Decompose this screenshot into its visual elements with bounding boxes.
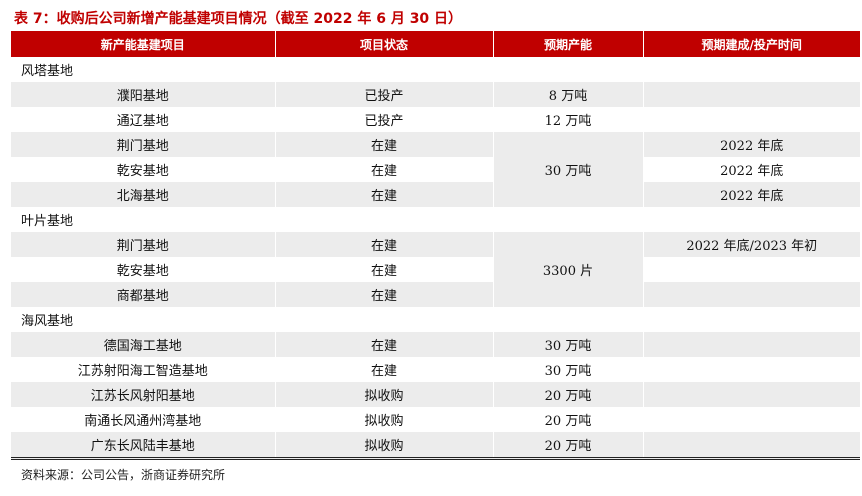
table-row: 通辽基地 已投产 12 万吨 bbox=[11, 107, 860, 132]
time-cell bbox=[643, 357, 860, 382]
status-cell: 在建 bbox=[275, 357, 494, 382]
section-label: 风塔基地 bbox=[21, 64, 74, 79]
project-cell: 乾安基地 bbox=[11, 157, 276, 182]
table-row: 乾安基地 在建 2022 年底 bbox=[11, 157, 860, 182]
status-cell: 已投产 bbox=[275, 82, 494, 107]
time-cell: 2022 年底 bbox=[720, 164, 784, 179]
section-row: 风塔基地 bbox=[11, 57, 860, 82]
table-row: 广东长风陆丰基地 拟收购 20 万吨 bbox=[11, 432, 860, 460]
project-cell: 濮阳基地 bbox=[11, 82, 276, 107]
table-row: 北海基地 在建 2022 年底 bbox=[11, 182, 860, 207]
status-cell: 已投产 bbox=[275, 107, 494, 132]
table-row: 江苏长风射阳基地 拟收购 20 万吨 bbox=[11, 382, 860, 407]
time-cell: 2022 年底 bbox=[643, 132, 860, 157]
header-time: 预期建成/投产时间 bbox=[643, 31, 860, 57]
time-cell bbox=[643, 407, 860, 432]
project-cell: 通辽基地 bbox=[11, 107, 276, 132]
header-status: 项目状态 bbox=[275, 31, 494, 57]
project-cell: 江苏射阳海工智造基地 bbox=[11, 357, 276, 382]
capacity-cell-merged: 3300 片 bbox=[493, 232, 644, 307]
project-cell: 乾安基地 bbox=[11, 257, 276, 282]
capacity-cell-merged: 30 万吨 bbox=[493, 132, 644, 207]
project-cell: 江苏长风射阳基地 bbox=[11, 382, 276, 407]
time-cell bbox=[643, 382, 860, 407]
project-cell: 广东长风陆丰基地 bbox=[11, 432, 276, 460]
time-cell: 2022 年底 bbox=[643, 182, 860, 207]
project-cell: 北海基地 bbox=[11, 182, 276, 207]
table-row: 荆门基地 在建 3300 片 2022 年底/2023 年初 bbox=[11, 232, 860, 307]
status-cell: 在建 bbox=[275, 157, 494, 182]
project-cell: 商都基地 bbox=[11, 282, 276, 307]
source-note: 资料来源：公司公告，浙商证券研究所 bbox=[21, 468, 226, 482]
capacity-cell: 30 万吨 bbox=[493, 332, 644, 357]
status-cell: 拟收购 bbox=[275, 407, 494, 432]
project-cell: 荆门基地 bbox=[11, 132, 276, 157]
status-cell: 在建 bbox=[275, 132, 494, 157]
time-cell bbox=[643, 107, 860, 132]
project-cell: 南通长风通州湾基地 bbox=[11, 407, 276, 432]
status-cell: 拟收购 bbox=[275, 432, 494, 460]
section-row: 叶片基地 bbox=[11, 207, 860, 232]
table-row: 江苏射阳海工智造基地 在建 30 万吨 bbox=[11, 357, 860, 382]
status-cell: 在建 bbox=[275, 332, 494, 357]
header-capacity: 预期产能 bbox=[493, 31, 644, 57]
table-row: 德国海工基地 在建 30 万吨 bbox=[11, 332, 860, 357]
capacity-cell: 20 万吨 bbox=[493, 432, 644, 460]
time-cell bbox=[643, 432, 860, 460]
table-row: 荆门基地 在建 30 万吨 2022 年底 bbox=[11, 132, 860, 207]
header-row: 新产能基建项目 项目状态 预期产能 预期建成/投产时间 bbox=[11, 31, 860, 57]
time-cell bbox=[643, 332, 860, 357]
table-row: 乾安基地 在建 bbox=[11, 257, 860, 282]
table-title: 表 7：收购后公司新增产能基建项目情况（截至 2022 年 6 月 30 日） bbox=[14, 11, 463, 27]
status-cell: 在建 bbox=[275, 282, 494, 307]
capacity-cell: 20 万吨 bbox=[493, 382, 644, 407]
section-row: 海风基地 bbox=[11, 307, 860, 332]
status-cell: 在建 bbox=[275, 232, 494, 257]
status-cell: 拟收购 bbox=[275, 382, 494, 407]
table-row: 濮阳基地 已投产 8 万吨 bbox=[11, 82, 860, 107]
capacity-cell: 30 万吨 bbox=[493, 357, 644, 382]
section-label: 海风基地 bbox=[21, 314, 74, 329]
capacity-table: 新产能基建项目 项目状态 预期产能 预期建成/投产时间 风塔基地 濮阳基地 已投产… bbox=[11, 31, 860, 460]
time-cell: 2022 年底/2023 年初 bbox=[643, 232, 860, 257]
time-cell bbox=[643, 82, 860, 107]
status-cell: 在建 bbox=[275, 182, 494, 207]
time-cell bbox=[643, 257, 860, 282]
capacity-cell: 12 万吨 bbox=[493, 107, 644, 132]
time-cell bbox=[643, 282, 860, 307]
section-label: 叶片基地 bbox=[21, 214, 74, 229]
status-cell: 在建 bbox=[275, 257, 494, 282]
project-cell: 荆门基地 bbox=[11, 232, 276, 257]
capacity-cell: 20 万吨 bbox=[493, 407, 644, 432]
table-row: 商都基地 在建 bbox=[11, 282, 860, 307]
project-cell: 德国海工基地 bbox=[11, 332, 276, 357]
header-project: 新产能基建项目 bbox=[11, 31, 276, 57]
capacity-cell: 8 万吨 bbox=[493, 82, 644, 107]
table-row: 南通长风通州湾基地 拟收购 20 万吨 bbox=[11, 407, 860, 432]
